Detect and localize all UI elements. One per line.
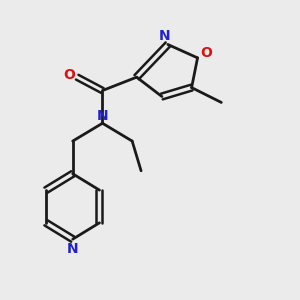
Text: N: N <box>67 242 79 256</box>
Text: O: O <box>200 46 212 59</box>
Text: O: O <box>63 68 75 82</box>
Text: N: N <box>97 109 108 123</box>
Text: N: N <box>159 29 171 43</box>
